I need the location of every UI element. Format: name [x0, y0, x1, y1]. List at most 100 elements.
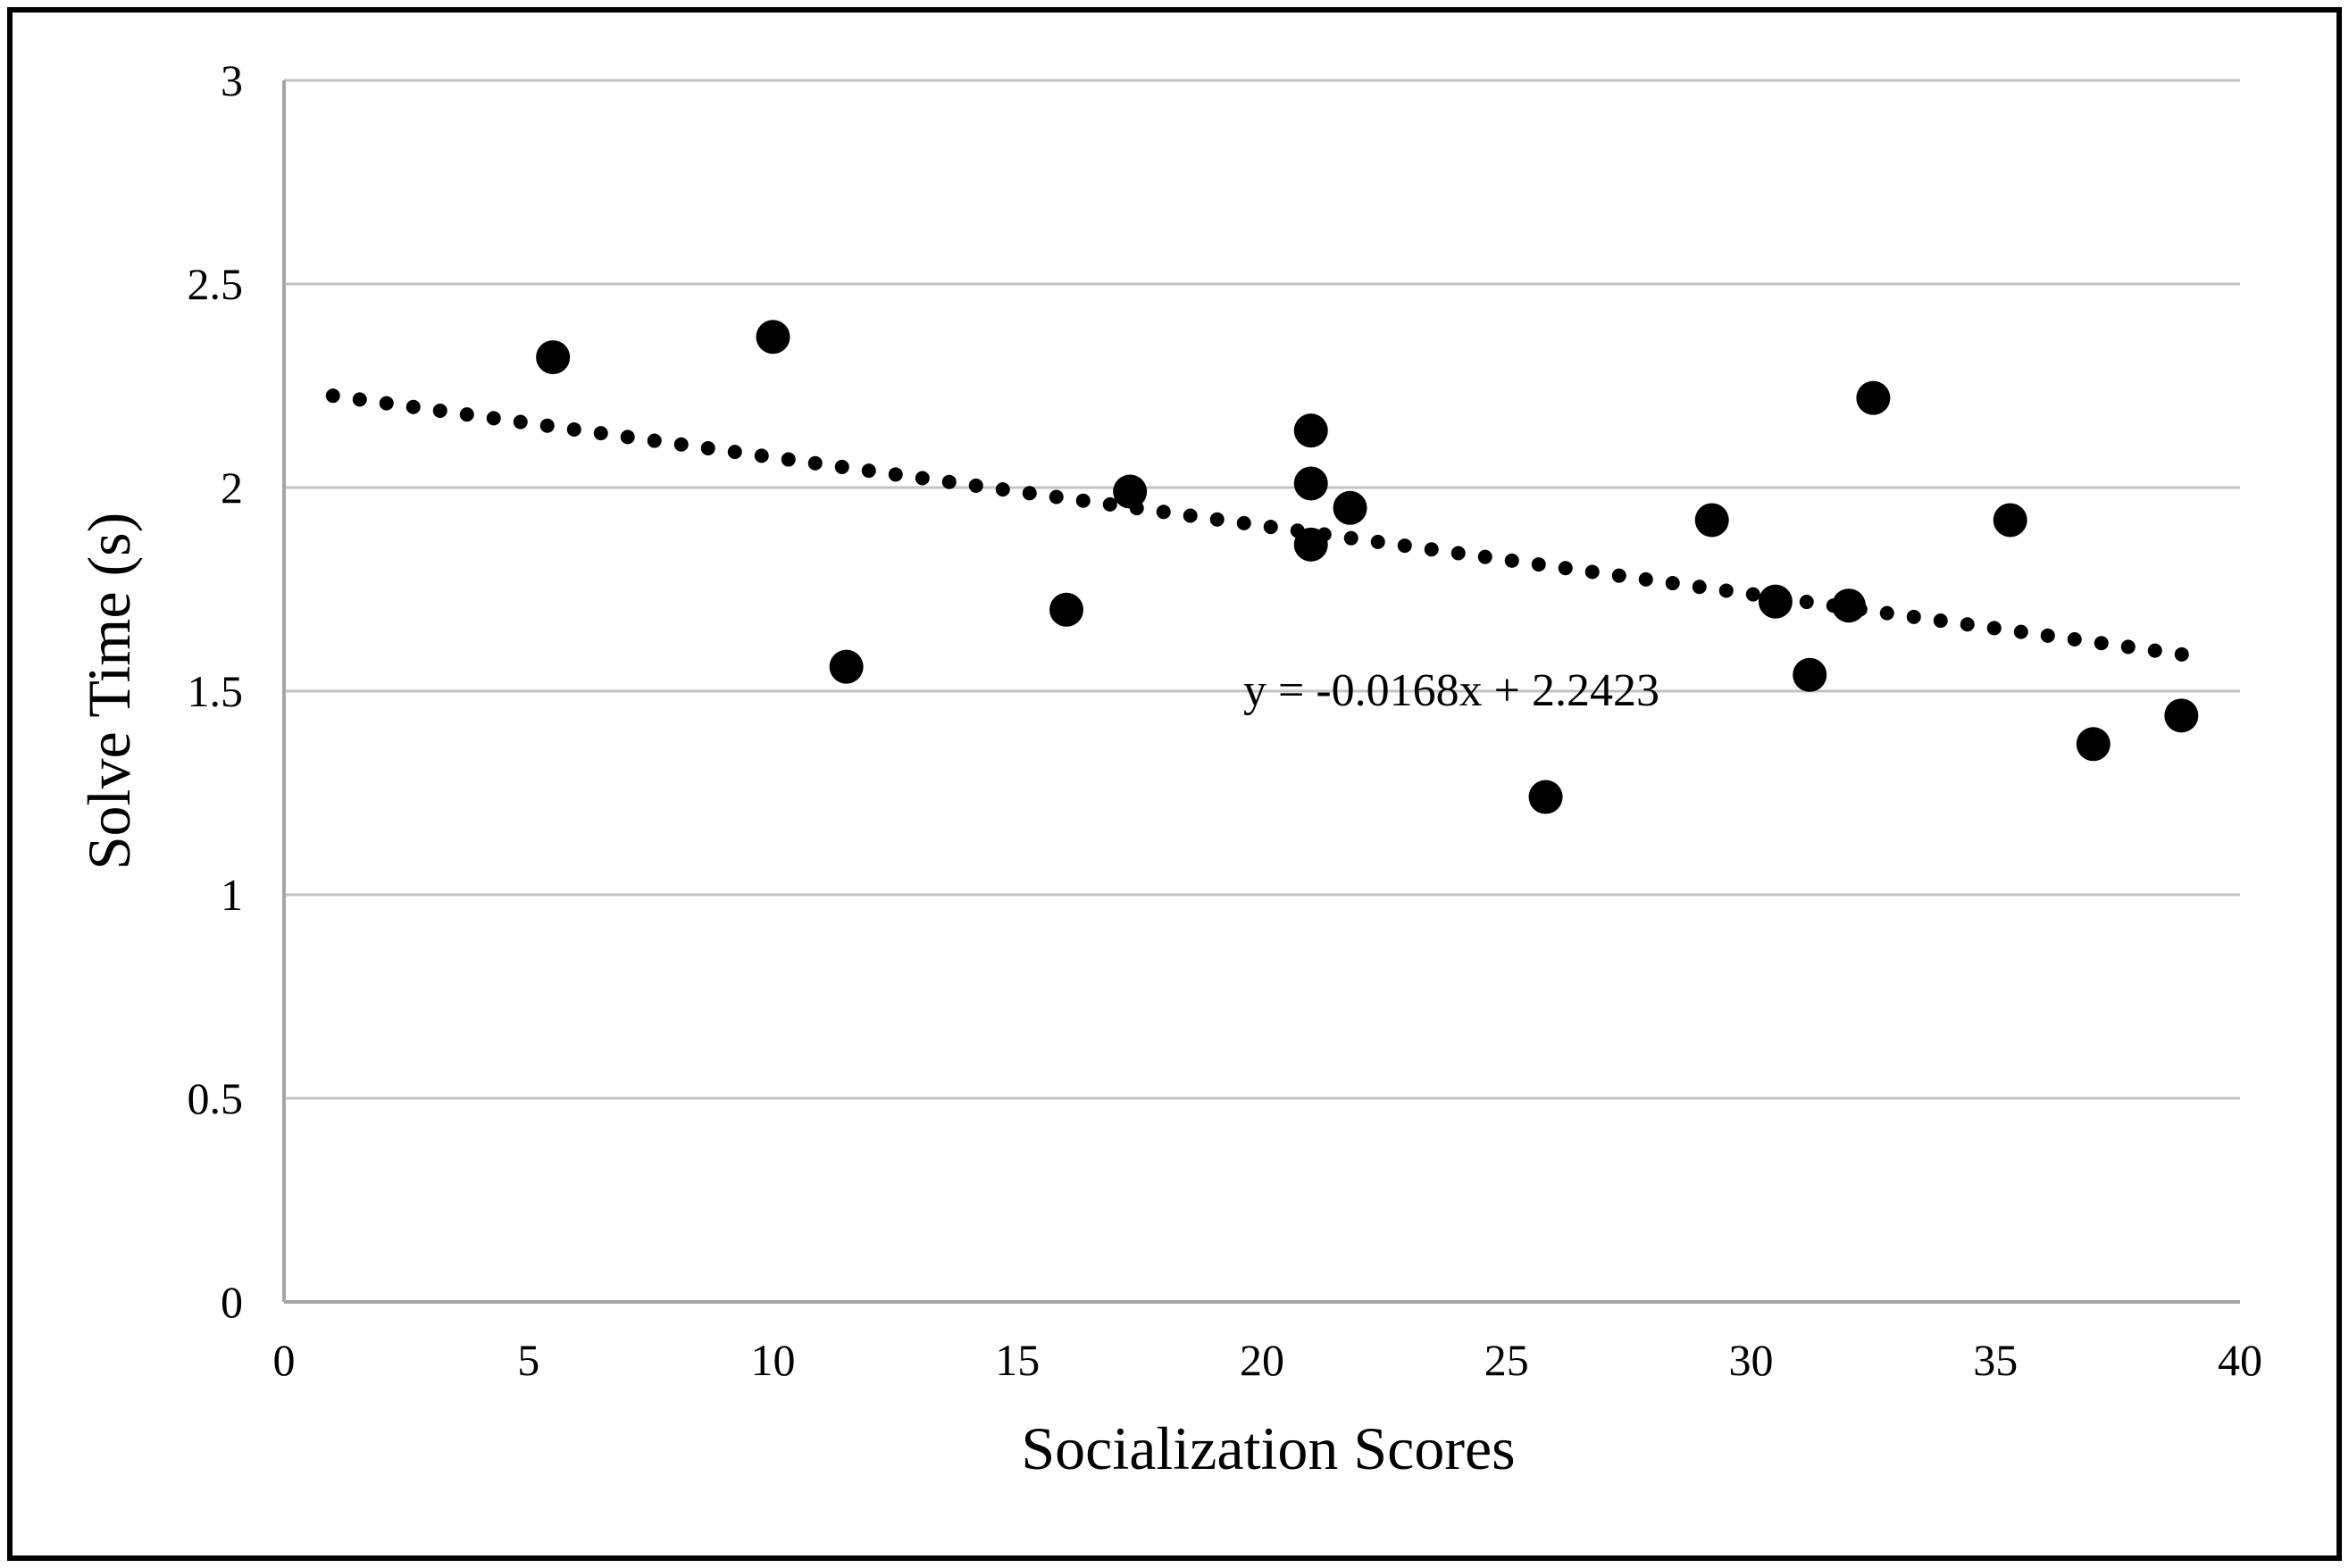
x-tick-label-40: 40 — [2218, 1335, 2262, 1385]
y-axis-title: Solve Time (s) — [75, 513, 143, 871]
x-tick-label-10: 10 — [751, 1335, 796, 1385]
x-axis-tick-labels: 0 5 10 15 20 25 30 35 40 — [273, 1335, 2263, 1385]
trendline-dot — [700, 440, 715, 455]
x-tick-label-30: 30 — [1729, 1335, 1774, 1385]
trendline-dot — [1397, 538, 1412, 554]
trendline-dot — [1022, 486, 1037, 501]
data-point — [1293, 527, 1328, 562]
trendline-dot — [405, 399, 421, 414]
axis-lines — [282, 80, 2240, 1304]
data-point — [1049, 592, 1083, 627]
data-point — [1333, 490, 1367, 525]
trendline-dot — [1933, 613, 1948, 629]
data-point — [1528, 780, 1563, 814]
trendline-dot — [379, 396, 394, 411]
data-points — [536, 320, 2199, 814]
trendline-dot — [620, 430, 635, 445]
data-point — [1694, 503, 1729, 538]
trendline-dot — [2013, 624, 2028, 639]
data-point — [1856, 380, 1891, 415]
y-tick-label-2.5: 2.5 — [188, 259, 244, 309]
trendline-dot — [459, 407, 474, 422]
trendline-dot — [1504, 553, 1519, 568]
trendline-dot — [1049, 489, 1064, 505]
trendline-dot — [2094, 636, 2109, 651]
data-point — [1113, 474, 1148, 509]
y-tick-label-0: 0 — [221, 1277, 243, 1327]
trendline-dot — [727, 445, 742, 460]
y-tick-label-1.5: 1.5 — [188, 666, 244, 716]
trendline-dot — [754, 448, 769, 463]
data-point — [756, 320, 790, 354]
trendline-dot — [1558, 561, 1573, 576]
trendline-dot — [1879, 605, 1894, 621]
data-point — [2076, 727, 2111, 762]
x-tick-label-35: 35 — [1973, 1335, 2018, 1385]
trendline-dot — [352, 392, 367, 407]
trendline-dot — [1745, 587, 1760, 602]
trendline-dot — [1343, 530, 1358, 546]
trendline-dot — [513, 414, 528, 430]
trendline-dot — [539, 418, 555, 433]
trendline-dot — [915, 471, 930, 486]
trendline-dot — [1209, 512, 1225, 527]
trendline-dot — [1531, 557, 1546, 572]
trendline-dot — [1450, 546, 1466, 561]
data-point — [1993, 503, 2027, 538]
trendline-dot — [2120, 639, 2136, 655]
trendline-dot — [1102, 496, 1117, 512]
x-axis-title: Socialization Scores — [1021, 1414, 1515, 1482]
gridlines — [284, 79, 2240, 1100]
trendline-dot — [1638, 571, 1653, 587]
data-point — [1293, 413, 1328, 448]
data-point — [2164, 698, 2199, 733]
trendline-dot — [995, 482, 1010, 497]
data-point — [1293, 466, 1328, 501]
y-tick-label-2: 2 — [221, 463, 243, 513]
trendline-equation-label: y = -0.0168x + 2.2423 — [1243, 665, 1659, 716]
trendline-dot — [781, 452, 796, 467]
trendline-dot — [1665, 576, 1680, 591]
figure-border — [7, 7, 2342, 1561]
trendline-dot — [432, 403, 447, 418]
trendline-dot — [834, 459, 849, 474]
trendline-dot — [325, 388, 340, 404]
trendline-dot — [2174, 646, 2189, 662]
y-tick-label-1: 1 — [221, 870, 243, 920]
trendline-dot — [2067, 632, 2082, 647]
trendline-dot — [1075, 493, 1091, 508]
data-point — [829, 649, 864, 684]
trendline-dot — [1424, 542, 1439, 557]
trendline-dot — [1986, 621, 2002, 636]
x-tick-label-20: 20 — [1240, 1335, 1284, 1385]
trendline-dot — [1584, 564, 1600, 580]
trendline-dot — [1183, 508, 1198, 523]
trendline-dot — [673, 437, 689, 452]
data-point — [1832, 588, 1866, 623]
trendline-dot — [1960, 617, 1975, 632]
data-point — [1758, 584, 1793, 619]
x-tick-label-25: 25 — [1484, 1335, 1529, 1385]
trendline-dot — [1477, 549, 1492, 564]
trendline-dot — [968, 478, 983, 493]
trendline-dot — [1718, 583, 1734, 598]
trendline-dot — [486, 411, 501, 426]
trendline-dot — [566, 421, 581, 437]
x-tick-label-5: 5 — [517, 1335, 539, 1385]
x-tick-label-15: 15 — [995, 1335, 1040, 1385]
trendline-dot — [1799, 595, 1814, 610]
trendline-dot — [1611, 568, 1626, 583]
trendline-dot — [807, 455, 823, 471]
trendline-dot — [1156, 505, 1171, 520]
trendline-dot — [1236, 515, 1251, 530]
trendline-dot — [888, 467, 903, 482]
trendline-dot — [1370, 534, 1385, 549]
x-tick-label-0: 0 — [273, 1335, 296, 1385]
trendline-dot — [1263, 520, 1278, 535]
y-tick-label-0.5: 0.5 — [188, 1073, 244, 1123]
y-tick-label-3: 3 — [221, 55, 243, 105]
data-point — [536, 340, 571, 375]
trendline-dot — [941, 474, 957, 489]
